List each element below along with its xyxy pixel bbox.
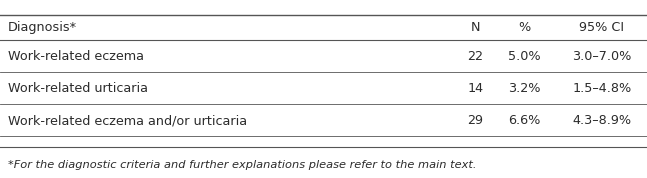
Text: N: N [471,21,480,34]
Text: 22: 22 [468,49,483,63]
Text: Diagnosis*: Diagnosis* [8,21,77,34]
Text: 3.2%: 3.2% [508,82,540,95]
Text: 1.5–4.8%: 1.5–4.8% [572,82,631,95]
Text: *For the diagnostic criteria and further explanations please refer to the main t: *For the diagnostic criteria and further… [8,160,476,170]
Text: 4.3–8.9%: 4.3–8.9% [572,114,631,127]
Text: Work-related urticaria: Work-related urticaria [8,82,148,95]
Text: 29: 29 [468,114,483,127]
Text: 5.0%: 5.0% [508,49,540,63]
Text: %: % [518,21,530,34]
Text: 95% CI: 95% CI [579,21,624,34]
Text: 14: 14 [468,82,483,95]
Text: Work-related eczema and/or urticaria: Work-related eczema and/or urticaria [8,114,247,127]
Text: Work-related eczema: Work-related eczema [8,49,144,63]
Text: 3.0–7.0%: 3.0–7.0% [572,49,631,63]
Text: 6.6%: 6.6% [508,114,540,127]
